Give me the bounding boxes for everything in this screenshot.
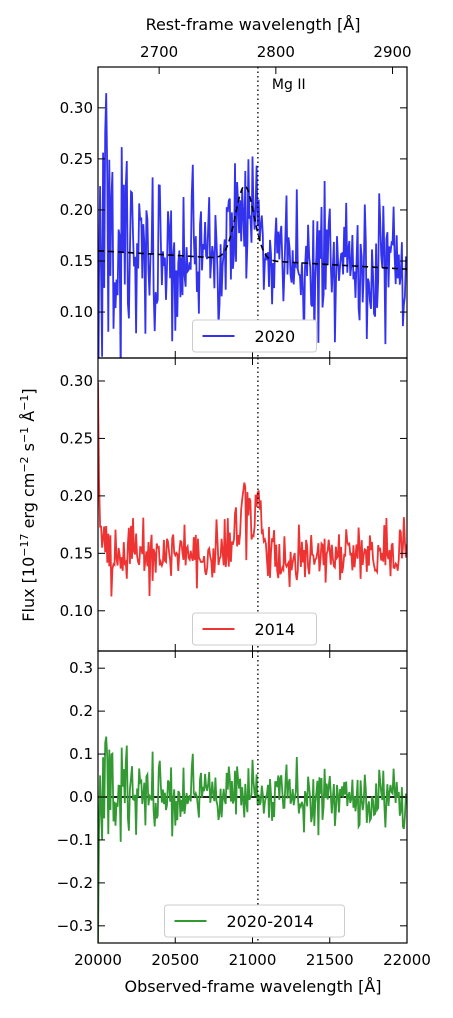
legend-label: 2014 — [255, 620, 296, 639]
ylabel-part-1: Flux [10 — [19, 557, 38, 622]
x2-tick-label: 2700 — [140, 43, 178, 61]
series-line-2020-2014 — [98, 736, 407, 943]
rest-frame-axis-title: Rest-frame wavelength [Å] — [146, 15, 361, 34]
ylabel-part-5: ] — [19, 388, 38, 394]
ylabel-sup-3: −1 — [18, 427, 31, 443]
y-tick-label: 0.30 — [60, 372, 93, 390]
x-tick-label: 21500 — [306, 951, 354, 969]
ylabel-part-3: s — [19, 443, 38, 456]
ylabel-sup-1: −17 — [18, 534, 31, 557]
x-tick-label: 21000 — [229, 951, 277, 969]
y-tick-label: −0.3 — [57, 917, 93, 935]
ylabel-sup-2: −2 — [18, 456, 31, 472]
y-tick-label: −0.2 — [57, 874, 93, 892]
y-tick-label: 0.15 — [60, 544, 93, 562]
legend-2020-2014: 2020-2014 — [164, 904, 345, 938]
ylabel-sup-4: −1 — [18, 395, 31, 411]
x-tick-label: 20000 — [74, 951, 122, 969]
legend-label: 2020-2014 — [227, 912, 314, 931]
ylabel-part-2: erg cm — [19, 473, 38, 534]
observed-frame-axis-title: Observed-frame wavelength [Å] — [125, 977, 382, 996]
y-tick-label: 0.30 — [60, 99, 93, 117]
mgii-label: Mg II — [272, 77, 306, 93]
x2-tick-label: 2900 — [373, 43, 411, 61]
y-tick-label: 0.10 — [60, 602, 93, 620]
y-tick-label: 0.25 — [60, 150, 93, 168]
legend-2014: 2014 — [192, 612, 317, 646]
x-tick-label: 22000 — [383, 951, 431, 969]
legend-box — [192, 612, 317, 646]
model-fit-line — [98, 185, 407, 270]
y-tick-label: 0.2 — [69, 702, 93, 720]
panel-frame — [97, 357, 408, 652]
ylabel-part-4: Å — [19, 411, 38, 427]
y-tick-label: 0.20 — [60, 487, 93, 505]
y-tick-label: 0.0 — [69, 788, 93, 806]
x-tick-label: 20500 — [151, 951, 199, 969]
y-tick-label: 0.25 — [60, 429, 93, 447]
y-tick-label: 0.10 — [60, 303, 93, 321]
x2-tick-label: 2800 — [257, 43, 295, 61]
legend-box — [164, 904, 345, 938]
y-tick-label: 0.20 — [60, 201, 93, 219]
y-tick-label: −0.1 — [57, 831, 93, 849]
panel-2020: 0.10 0.15 0.20 0.25 0.30 2020 2700 2800 2900 Mg I… — [60, 43, 412, 359]
series-line-2020 — [98, 93, 407, 358]
panel-2014: 0.10 0.15 0.20 0.25 0.30 2014 — [60, 357, 408, 652]
series-line-2014 — [98, 382, 407, 597]
y-tick-label: 0.15 — [60, 252, 93, 270]
panels-layer: 0.10 0.15 0.20 0.25 0.30 2020 2700 2800 2900 Mg I… — [57, 43, 431, 969]
y-tick-label: 0.3 — [69, 659, 93, 677]
flux-axis-title: Flux [10−17 erg cm−2 s−1 Å−1] — [18, 388, 38, 621]
legend-box — [192, 319, 317, 353]
legend-2020: 2020 — [192, 319, 317, 353]
y-tick-label: 0.1 — [69, 745, 93, 763]
legend-label: 2020 — [255, 327, 296, 346]
panel-2020-2014: −0.3 −0.2 −0.1 0.0 0.1 0.2 0.3 2020-2014 20000 20… — [57, 650, 431, 969]
